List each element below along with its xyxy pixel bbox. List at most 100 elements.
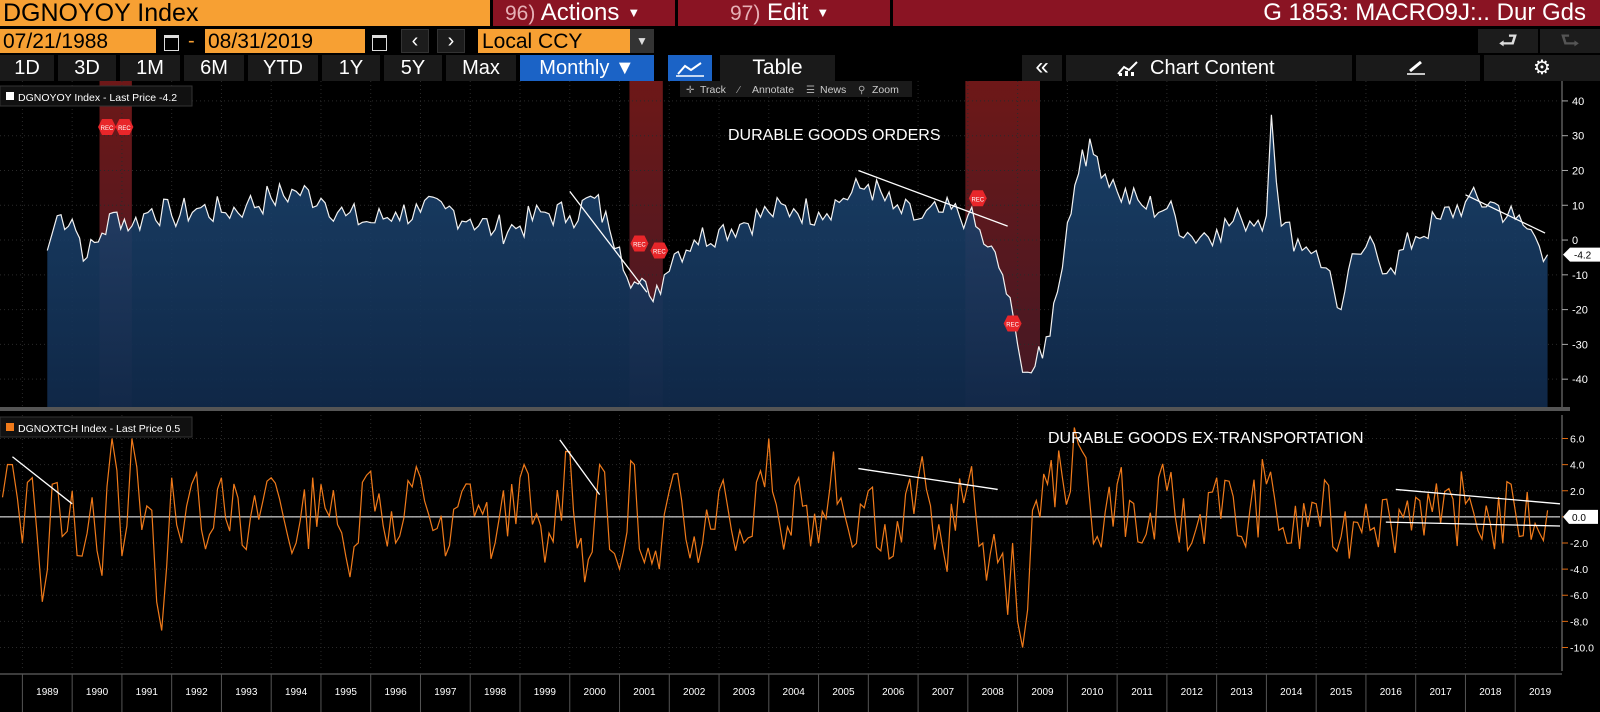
y-tick-label: -10.0: [1570, 642, 1594, 654]
calendar-icon[interactable]: [160, 29, 182, 53]
undo-icon[interactable]: ⮐: [1478, 29, 1538, 53]
period-6m[interactable]: 6M: [184, 55, 244, 81]
chart-title: G 1853: MACRO9J:.. Dur Gds: [893, 0, 1600, 26]
period-1y[interactable]: 1Y: [322, 55, 380, 81]
line-chart-icon: [676, 62, 704, 77]
ticker-field[interactable]: DGNOYOY Index: [0, 0, 490, 27]
frequency-select[interactable]: Monthly ▼: [520, 55, 654, 81]
x-tick-label: 1998: [484, 687, 507, 698]
edit-menu[interactable]: 97) Edit ▼: [678, 0, 890, 26]
date-separator: -: [188, 30, 195, 52]
annotate-button[interactable]: Annotate: [752, 84, 794, 96]
edit-chart-button[interactable]: [1356, 55, 1480, 81]
recession-marker[interactable]: REC: [630, 235, 649, 252]
recession-marker[interactable]: REC: [650, 242, 669, 259]
table-button[interactable]: Table: [720, 55, 835, 81]
x-tick-label: 2002: [683, 687, 706, 698]
y-tick-label: 40: [1572, 96, 1584, 108]
last-value-label-2: 0.0: [1572, 513, 1586, 524]
redo-icon[interactable]: ⮑: [1540, 29, 1600, 53]
line-chart-button[interactable]: [668, 55, 712, 81]
x-tick-label: 2018: [1479, 687, 1502, 698]
legend-series-1: DGNOYOY Index - Last Price -4.2: [0, 85, 193, 107]
x-tick-label: 2006: [882, 687, 905, 698]
svg-text:REC: REC: [653, 249, 666, 255]
series-2-line[interactable]: [1, 427, 1549, 648]
chart-content-icon: [1117, 61, 1138, 76]
trendline[interactable]: [1395, 488, 1561, 505]
series-1-line[interactable]: [46, 114, 1549, 374]
edit-label: Edit: [767, 0, 809, 26]
panel-divider[interactable]: [0, 407, 1570, 411]
legend-series-2: DGNOXTCH Index - Last Price 0.5: [0, 416, 193, 438]
x-tick-label: 2013: [1230, 687, 1253, 698]
crosshair-icon: ✛: [686, 85, 694, 96]
x-tick-label: 2011: [1131, 687, 1153, 698]
y-tick-label: -20: [1572, 305, 1588, 317]
trendline[interactable]: [569, 190, 648, 293]
start-date-input[interactable]: 07/21/1988: [0, 29, 156, 53]
period-3d[interactable]: 3D: [58, 55, 116, 81]
x-tick-label: 2012: [1181, 687, 1204, 698]
calendar-icon[interactable]: [368, 29, 390, 53]
chart-content-button[interactable]: Chart Content: [1066, 55, 1352, 81]
x-tick-label: 1997: [434, 687, 457, 698]
y-tick-label: -6.0: [1570, 590, 1588, 602]
x-tick-label: 2005: [832, 687, 855, 698]
previous-button[interactable]: ‹: [401, 29, 429, 53]
annotate-icon: ∕: [735, 85, 741, 96]
period-ytd[interactable]: YTD: [248, 55, 318, 81]
svg-text:REC: REC: [1006, 323, 1019, 329]
trendline[interactable]: [858, 467, 998, 491]
period-5y[interactable]: 5Y: [384, 55, 442, 81]
y-tick-label: -40: [1572, 374, 1588, 386]
x-tick-label: 2014: [1280, 687, 1303, 698]
legend-label-1: DGNOYOY Index - Last Price -4.2: [18, 92, 177, 104]
recession-marker[interactable]: REC: [968, 190, 987, 207]
x-tick-label: 1989: [36, 687, 59, 698]
recession-marker[interactable]: REC: [1003, 315, 1022, 332]
track-button[interactable]: Track: [700, 84, 727, 96]
end-date-input[interactable]: 08/31/2019: [205, 29, 365, 53]
gear-icon[interactable]: ⚙: [1484, 55, 1600, 81]
period-max[interactable]: Max: [446, 55, 516, 81]
x-tick-label: 2016: [1380, 687, 1403, 698]
x-tick-label: 2010: [1081, 687, 1104, 698]
legend-label-2: DGNOXTCH Index - Last Price 0.5: [18, 423, 180, 435]
zoom-button[interactable]: Zoom: [872, 84, 899, 96]
actions-menu[interactable]: 96) Actions ▼: [493, 0, 675, 26]
currency-select[interactable]: Local CCY: [478, 29, 630, 53]
y-tick-label: -10: [1572, 270, 1588, 282]
chart-content-label: Chart Content: [1150, 57, 1275, 79]
y-tick-label: 10: [1572, 200, 1584, 212]
chevron-down-icon: ▼: [816, 5, 830, 20]
news-button[interactable]: News: [820, 84, 846, 96]
period-bar: 1D 3D 1M 6M YTD 1Y 5Y Max Monthly ▼ Tabl…: [0, 55, 1600, 81]
next-button[interactable]: ›: [437, 29, 465, 53]
period-1m[interactable]: 1M: [120, 55, 180, 81]
y-tick-label: 0: [1572, 235, 1578, 247]
x-tick-label: 1990: [86, 687, 109, 698]
trendline[interactable]: [1465, 194, 1546, 234]
x-tick-label: 1992: [185, 687, 208, 698]
period-1d[interactable]: 1D: [0, 55, 54, 81]
y-tick-label: -4.0: [1570, 564, 1588, 576]
svg-text:REC: REC: [118, 126, 131, 132]
recession-marker[interactable]: REC: [97, 119, 116, 135]
trendline[interactable]: [559, 439, 601, 496]
trendline[interactable]: [12, 456, 73, 505]
recession-marker[interactable]: REC: [115, 119, 134, 135]
collapse-icon[interactable]: «: [1022, 55, 1062, 81]
annotation-durable-goods: DURABLE GOODS ORDERS: [728, 127, 940, 144]
trendline[interactable]: [1385, 521, 1561, 527]
x-tick-label: 1996: [384, 687, 407, 698]
chevron-down-icon: ▼: [627, 5, 641, 20]
x-tick-label: 1995: [335, 687, 358, 698]
y-tick-label: 30: [1572, 131, 1584, 143]
chevron-down-icon[interactable]: ▼: [630, 29, 654, 53]
zoom-icon: ⚲: [858, 85, 865, 96]
trendline[interactable]: [858, 169, 1008, 227]
series-1-area: [47, 114, 1548, 408]
x-tick-label: 2017: [1429, 687, 1452, 698]
